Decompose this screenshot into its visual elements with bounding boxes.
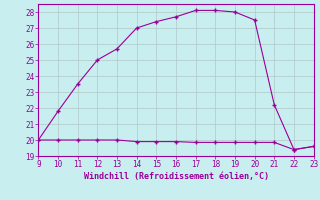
X-axis label: Windchill (Refroidissement éolien,°C): Windchill (Refroidissement éolien,°C) <box>84 172 268 181</box>
